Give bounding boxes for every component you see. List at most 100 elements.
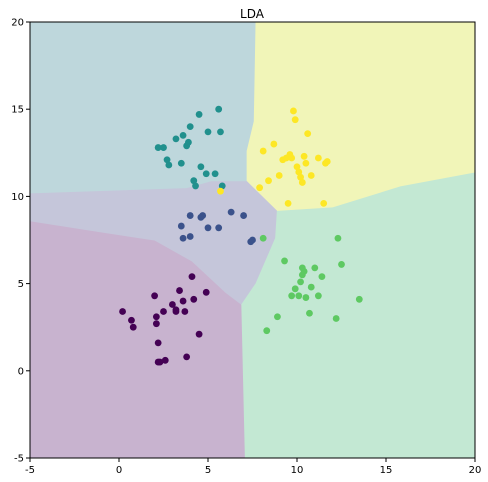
point-class-3 [274, 313, 281, 321]
point-class-4 [265, 177, 272, 185]
point-class-4 [275, 172, 283, 179]
point-class-2 [204, 128, 212, 136]
y-tick-label: 10 [11, 192, 24, 203]
point-class-0 [202, 288, 210, 296]
point-class-0 [190, 295, 198, 303]
point-class-0 [172, 306, 180, 314]
point-class-0 [176, 287, 183, 294]
point-class-1 [186, 212, 194, 219]
point-class-4 [295, 168, 303, 176]
y-tick-label: 20 [11, 18, 24, 29]
point-class-4 [298, 179, 306, 186]
point-class-0 [152, 320, 160, 328]
point-class-2 [154, 144, 162, 151]
point-class-3 [332, 315, 340, 322]
x-tick-label: 15 [380, 465, 393, 476]
point-class-4 [291, 116, 299, 124]
point-class-2 [177, 159, 185, 167]
point-class-0 [154, 339, 162, 347]
point-class-3 [334, 234, 342, 242]
point-class-0 [169, 301, 176, 308]
point-class-4 [284, 199, 292, 207]
region-class-2 [29, 21, 257, 194]
point-class-3 [318, 273, 326, 281]
point-class-3 [355, 295, 363, 303]
point-class-1 [199, 212, 207, 219]
point-class-2 [195, 111, 203, 118]
x-axis: -5 0 5 10 15 20 [25, 458, 481, 476]
point-class-0 [188, 273, 196, 281]
point-class-4 [290, 107, 297, 115]
point-class-3 [297, 278, 304, 286]
y-axis: -5 0 5 10 15 20 [11, 18, 30, 465]
point-class-4 [217, 187, 224, 195]
x-tick-label: 5 [205, 465, 211, 476]
point-class-3 [291, 285, 299, 293]
x-tick-label: 10 [291, 465, 304, 476]
point-class-4 [323, 158, 331, 165]
y-tick-label: 15 [11, 105, 24, 116]
point-class-3 [263, 327, 271, 335]
point-class-1 [240, 212, 248, 219]
point-class-2 [185, 138, 192, 146]
y-tick-label: -5 [14, 454, 24, 465]
point-class-0 [179, 297, 187, 305]
point-class-4 [259, 147, 267, 155]
point-class-2 [160, 144, 167, 151]
point-class-0 [151, 292, 159, 300]
point-class-0 [129, 323, 137, 331]
point-class-2 [202, 170, 210, 178]
point-class-1 [179, 234, 187, 242]
point-class-0 [156, 358, 164, 366]
point-class-2 [218, 182, 226, 190]
point-class-3 [281, 257, 288, 265]
x-tick-label: 0 [116, 465, 122, 476]
point-class-3 [295, 292, 303, 300]
point-class-1 [215, 224, 223, 232]
point-class-4 [304, 130, 312, 138]
data-points [119, 105, 363, 366]
point-class-4 [288, 154, 296, 162]
point-class-4 [320, 199, 328, 207]
point-class-3 [306, 309, 313, 317]
x-tick-label: 20 [469, 465, 482, 476]
point-class-0 [183, 353, 191, 361]
point-class-4 [307, 172, 315, 179]
point-class-4 [314, 154, 322, 162]
point-class-3 [288, 292, 296, 300]
point-class-1 [227, 208, 235, 216]
point-class-4 [297, 173, 304, 181]
point-class-3 [311, 264, 319, 272]
point-class-2 [211, 170, 219, 178]
point-class-3 [338, 261, 345, 268]
point-class-2 [186, 123, 194, 131]
point-class-0 [152, 313, 160, 321]
point-class-4 [270, 140, 278, 148]
point-class-1 [249, 236, 256, 244]
point-class-2 [192, 182, 199, 190]
point-class-3 [302, 294, 310, 301]
point-class-2 [163, 156, 171, 164]
point-class-1 [177, 222, 185, 230]
point-class-4 [256, 184, 264, 192]
point-class-0 [119, 308, 126, 315]
point-class-2 [165, 161, 173, 169]
point-class-0 [181, 308, 189, 315]
axes-frame [29, 21, 476, 459]
point-class-4 [293, 163, 301, 171]
point-class-3 [314, 292, 322, 300]
point-class-4 [300, 152, 308, 160]
y-tick-label: 5 [18, 279, 24, 290]
point-class-2 [179, 131, 187, 139]
point-class-2 [172, 135, 180, 143]
point-class-0 [128, 316, 135, 324]
point-class-2 [190, 177, 198, 185]
point-class-0 [161, 356, 169, 364]
point-class-1 [186, 233, 194, 240]
point-class-4 [302, 159, 310, 167]
x-tick-label: -5 [25, 465, 35, 476]
point-class-0 [195, 330, 203, 338]
point-class-3 [300, 267, 308, 275]
point-class-0 [160, 308, 167, 315]
